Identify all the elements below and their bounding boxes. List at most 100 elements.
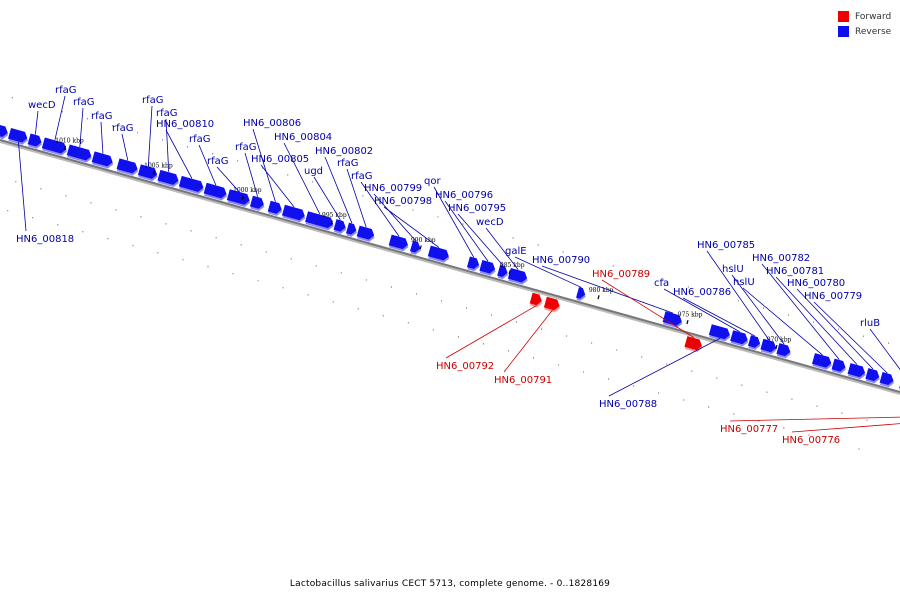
gene-arrow[interactable] (388, 234, 410, 251)
gene-HN6_00788-31 (708, 324, 732, 342)
label-leader-33 (775, 276, 858, 365)
tick-mark-3 (330, 220, 333, 225)
gene-arrow[interactable] (747, 335, 762, 349)
label-leader-20 (383, 206, 440, 248)
gene-label-25: HN6_00790 (532, 255, 590, 266)
label-leader-16 (346, 168, 367, 228)
gene-label-16: rfaG (337, 158, 359, 169)
gene-rfaG-6 (116, 158, 140, 176)
gene-rfaG-7 (137, 164, 159, 182)
gene-arrow[interactable] (529, 292, 544, 307)
legend-label-forward: Forward (855, 11, 892, 22)
label-leader-30 (731, 274, 785, 345)
gene-arrow[interactable] (760, 338, 777, 354)
gene-HN6_00805-14 (281, 204, 306, 223)
gene-arrow[interactable] (356, 225, 376, 241)
gene-arrow[interactable] (812, 353, 833, 369)
tick-label-1: 1005 kbp (144, 162, 173, 169)
gene-arrow[interactable] (66, 144, 93, 161)
gene-HN6_00802-17 (346, 222, 358, 237)
label-leader-8 (198, 144, 217, 186)
gene-arrow[interactable] (410, 240, 422, 254)
gene-arrow[interactable] (0, 124, 9, 139)
gene-arrow[interactable] (847, 363, 867, 378)
gene-arrow[interactable] (776, 343, 791, 357)
label-leader-23 (485, 227, 519, 271)
gene-arrow[interactable] (427, 245, 451, 262)
gene-arrow[interactable] (507, 267, 529, 284)
gene-arrow[interactable] (479, 260, 496, 275)
tick-mark-6 (597, 295, 600, 300)
tick-label-8: 970 kbp (767, 337, 792, 344)
gene-label-36: rluB (860, 318, 880, 329)
gene-arrow[interactable] (865, 368, 880, 382)
label-leader-19 (433, 186, 475, 258)
gene-label-19: qor (424, 176, 441, 187)
gene-arrow[interactable] (178, 175, 205, 193)
gene-label-15: ugd (304, 166, 323, 177)
label-leader-21 (444, 200, 489, 262)
label-leader-6 (165, 118, 170, 172)
gene-arrow[interactable] (91, 151, 115, 167)
gene-arrow[interactable] (8, 128, 29, 144)
gene-arrow[interactable] (27, 133, 43, 148)
gene-arrow[interactable] (576, 287, 587, 300)
gene-arrow[interactable] (267, 200, 283, 215)
gene-label-0: wecD (28, 100, 56, 111)
label-leader-26 (601, 279, 695, 338)
gene-HN6_00780-39 (865, 368, 880, 384)
gene-rfaG-3 (41, 137, 68, 156)
tick-mark-8 (775, 344, 778, 350)
gene-arrow[interactable] (157, 169, 180, 186)
gene-label-5: rfaG (142, 95, 164, 106)
tick-label-0: 1010 kbp (55, 137, 84, 144)
label-leader-18 (373, 193, 417, 242)
gene-arrow[interactable] (543, 296, 561, 312)
gene-arrow[interactable] (879, 372, 895, 386)
gene-galE-28 (576, 287, 587, 301)
gene-arrow[interactable] (466, 256, 481, 271)
gene-arrow[interactable] (730, 330, 749, 345)
gene-rfaG-10 (203, 182, 228, 201)
gene-arrow[interactable] (831, 358, 847, 373)
gene-arrow[interactable] (249, 195, 265, 210)
tick-mark-5 (508, 270, 511, 275)
gene-arrow[interactable] (708, 324, 732, 340)
label-leader-10 (244, 152, 259, 197)
gene-arrow[interactable] (281, 204, 306, 222)
gene-label-2: rfaG (73, 97, 95, 108)
gene-HN6_00818-1 (8, 128, 29, 145)
legend-label-reverse: Reverse (855, 26, 892, 37)
gene-arrow[interactable] (226, 189, 251, 206)
legend-item-forward: Forward (838, 9, 891, 24)
gene-arrow[interactable] (333, 219, 348, 233)
gene-qor-22 (466, 256, 481, 272)
label-leader-27 (663, 288, 740, 333)
gene-arrow[interactable] (662, 311, 684, 327)
gene-HN6_00796-23 (479, 260, 496, 276)
gene-HN6_00782-37 (831, 358, 847, 374)
gene-label-40: HN6_00788 (599, 399, 657, 410)
gene-HN6_00799-20 (410, 240, 422, 255)
label-leader-1 (54, 95, 66, 141)
label-leader-13 (260, 164, 295, 208)
gene-arrow[interactable] (346, 222, 358, 236)
gene-arrow[interactable] (137, 164, 159, 180)
gene-arrow[interactable] (684, 336, 703, 351)
gene-HN6_00798-21 (427, 245, 451, 263)
gene-arrow[interactable] (41, 137, 68, 154)
label-leader-9 (216, 166, 240, 192)
gene-arrow[interactable] (116, 158, 140, 174)
gene-HN6_00792-26 (529, 292, 544, 308)
gene-HN6_00804-15 (305, 211, 335, 231)
gene-label-3: rfaG (91, 111, 113, 122)
label-leader-34 (796, 288, 874, 370)
gene-label-37: HN6_00818 (16, 234, 74, 245)
gene-arrow[interactable] (203, 182, 228, 200)
gene-arrow[interactable] (497, 264, 509, 278)
tick-mark-1 (152, 170, 155, 175)
label-leader-32 (761, 263, 840, 360)
gene-arrow[interactable] (305, 211, 335, 229)
gene-rfaG-19 (388, 234, 410, 252)
gene-HN6_00795-24 (497, 264, 509, 280)
